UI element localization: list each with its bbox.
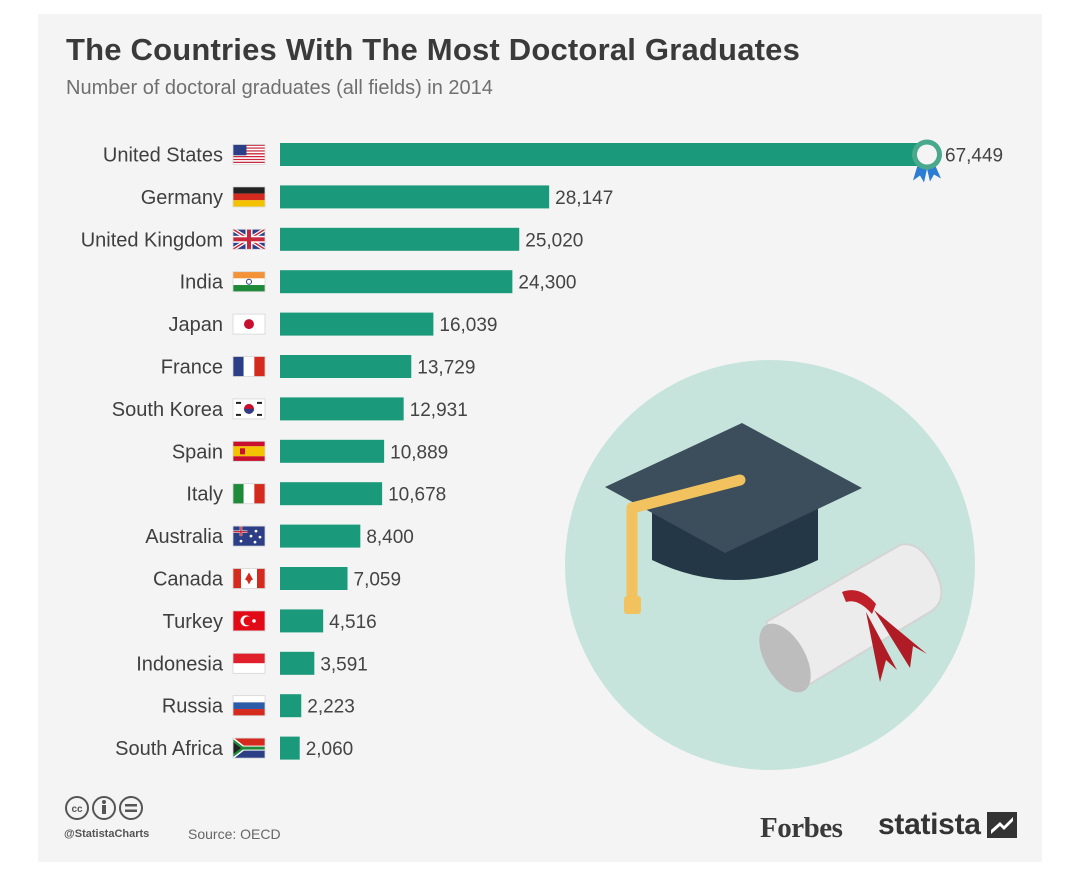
award-ribbon-icon: [912, 139, 942, 183]
source-note: Source: OECD: [188, 826, 281, 842]
forbes-logo: Forbes: [760, 812, 843, 844]
bar: [280, 397, 404, 421]
tick-label: Indonesia: [136, 653, 224, 675]
indonesia-flag: [232, 652, 266, 674]
data-label: 7,059: [354, 570, 402, 591]
bar-row: Australia 8,400: [145, 524, 414, 548]
data-label: 13,729: [417, 358, 475, 379]
bar-row: Spain 10,889: [172, 439, 448, 463]
statista-wordmark: statista: [878, 808, 981, 841]
india-flag: [232, 271, 266, 293]
chart-subtitle: Number of doctoral graduates (all fields…: [66, 77, 493, 99]
spain-flag: [232, 440, 266, 462]
bar-row: Italy 10,678: [186, 482, 446, 506]
chart-title: The Countries With The Most Doctoral Gra…: [66, 32, 801, 67]
data-label: 2,060: [306, 739, 354, 760]
tick-label: Russia: [162, 696, 224, 718]
bars-layer: United States 67,449 Germany 28,147 United K…: [81, 139, 1003, 760]
bar: [280, 651, 315, 675]
tick-label: Turkey: [163, 611, 223, 633]
tick-label: United States: [103, 145, 223, 167]
bar: [280, 482, 383, 506]
bar-row: India 24,300: [180, 270, 577, 294]
data-label: 10,678: [388, 485, 446, 506]
bar-row: Japan 16,039: [169, 312, 498, 336]
germany-flag: [232, 186, 266, 208]
turkey-flag: [232, 610, 266, 632]
attribution-icon: [92, 796, 116, 820]
tick-label: South Korea: [112, 399, 224, 421]
tick-label: Germany: [141, 187, 223, 209]
cc-icon: cc: [65, 796, 89, 820]
bar: [280, 270, 513, 294]
bar-row: Canada 7,059: [153, 567, 401, 591]
bar-row: United States 67,449: [103, 139, 1003, 183]
diploma-icon: [759, 543, 943, 693]
canada-flag: [232, 568, 266, 589]
tick-label: Canada: [153, 569, 224, 591]
tick-label: Italy: [186, 484, 223, 506]
bar: [280, 694, 302, 718]
data-label: 8,400: [366, 527, 414, 548]
france-flag: [232, 356, 266, 377]
no-derivatives-icon: [119, 796, 143, 820]
data-label: 25,020: [525, 230, 583, 251]
south-korea-flag: [232, 398, 266, 420]
russia-flag: [232, 695, 266, 717]
uk-flag: [231, 227, 267, 251]
south-africa-flag: [232, 737, 266, 760]
data-label: 24,300: [518, 273, 576, 294]
license-icons: cc: [64, 794, 164, 829]
data-label: 67,449: [945, 146, 1003, 167]
data-label: 2,223: [307, 697, 355, 718]
data-label: 12,931: [410, 400, 468, 421]
australia-flag: [232, 525, 266, 547]
svg-text:cc: cc: [71, 804, 83, 815]
bar: [280, 609, 324, 633]
bar: [280, 736, 300, 760]
bar-row: United Kingdom 25,020: [81, 227, 583, 251]
graduation-illustration: [565, 360, 975, 770]
bar-row: Indonesia 3,591: [136, 651, 368, 675]
japan-flag: [232, 313, 266, 335]
statista-logo-group: statista: [878, 808, 1017, 842]
bar-row: South Korea 12,931: [112, 397, 468, 421]
bar: [280, 185, 550, 209]
bar-row: Germany 28,147: [141, 185, 613, 209]
bar-row: France 13,729: [161, 355, 475, 379]
statista-icon: [986, 812, 1017, 838]
graduation-cap-icon: [605, 423, 862, 614]
bar: [280, 524, 361, 548]
tick-label: France: [161, 357, 223, 379]
bar-row: Turkey 4,516: [163, 609, 377, 633]
tick-label: India: [180, 272, 224, 294]
tick-label: Spain: [172, 441, 223, 463]
tick-label: Japan: [169, 314, 224, 336]
bar: [280, 312, 434, 336]
bar: [280, 567, 348, 590]
bar: [280, 439, 385, 463]
us-flag: [232, 144, 266, 165]
tick-label: United Kingdom: [81, 229, 223, 251]
bar: [280, 355, 412, 378]
bar-row: South Africa 2,060: [115, 736, 354, 760]
data-label: 3,591: [320, 654, 368, 675]
bar-row: Russia 2,223: [162, 694, 355, 718]
tick-label: South Africa: [115, 738, 224, 760]
data-label: 10,889: [390, 442, 448, 463]
data-label: 4,516: [329, 612, 377, 633]
data-label: 28,147: [555, 188, 613, 209]
tick-label: Australia: [145, 526, 224, 548]
bar: [280, 227, 520, 251]
data-label: 16,039: [439, 315, 497, 336]
statista-handle: @StatistaCharts: [64, 828, 150, 840]
bar: [280, 143, 925, 166]
italy-flag: [232, 483, 266, 505]
